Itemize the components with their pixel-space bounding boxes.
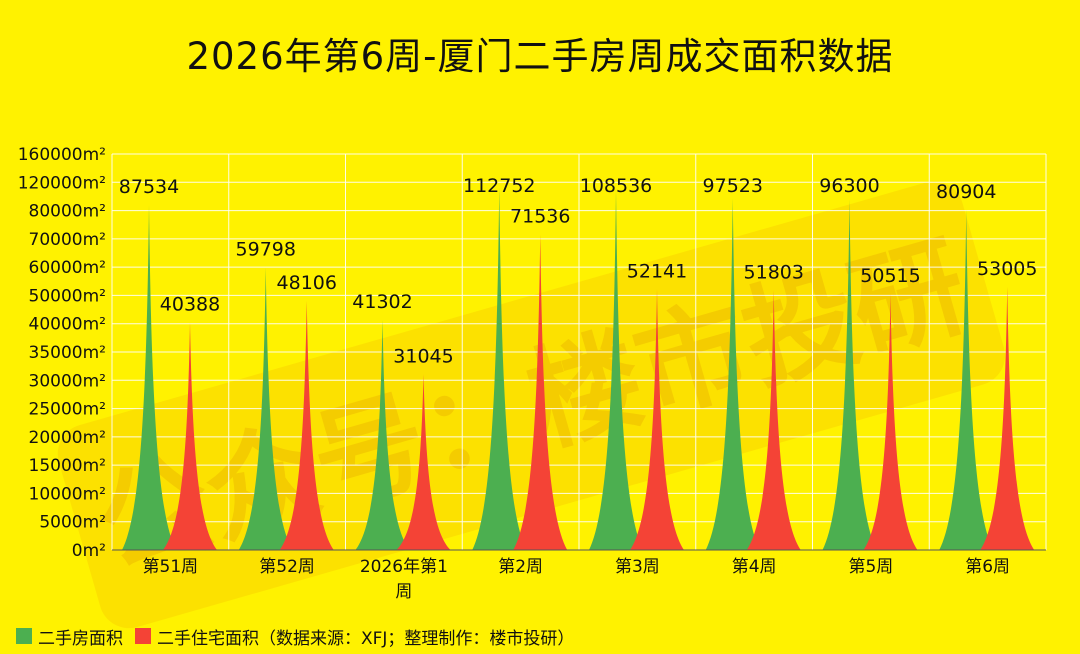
- data-label-series-2: 52141: [627, 260, 687, 282]
- legend-item-series-1: 二手房面积: [16, 624, 123, 649]
- spike-series-2: [279, 300, 334, 550]
- x-tick-label: 第3周: [615, 557, 660, 577]
- spike-series-1: [472, 187, 527, 551]
- data-label-series-1: 97523: [703, 175, 763, 197]
- data-label-series-1: 108536: [580, 175, 653, 197]
- y-tick-label: 0m²: [72, 541, 106, 561]
- spike-series-2: [746, 290, 801, 550]
- x-tick-label: 第52周: [259, 557, 315, 577]
- data-label-series-2: 51803: [744, 261, 804, 283]
- spike-series-1: [705, 198, 760, 550]
- x-tick-label-continued: 周: [395, 582, 412, 602]
- spike-series-2: [513, 234, 568, 550]
- y-tick-label: 120000m²: [18, 173, 106, 193]
- y-tick-label: 25000m²: [29, 400, 106, 420]
- data-label-series-2: 53005: [977, 258, 1037, 280]
- spike-series-2: [163, 322, 217, 550]
- spike-series-2: [630, 289, 684, 550]
- data-label-series-1: 96300: [819, 175, 879, 197]
- y-tick-label: 10000m²: [29, 484, 106, 504]
- y-tick-label: 80000m²: [29, 202, 106, 222]
- y-tick-label: 15000m²: [29, 456, 106, 476]
- y-tick-label: 5000m²: [39, 513, 106, 533]
- spike-series-2: [980, 286, 1035, 550]
- spike-series-1: [238, 267, 293, 550]
- legend: 二手房面积 二手住宅面积（数据来源：XFJ；整理制作：楼市投研）: [16, 624, 586, 649]
- x-tick-label: 第5周: [848, 557, 893, 577]
- legend-label-series-1: 二手房面积: [38, 628, 123, 649]
- legend-label-series-2: 二手住宅面积（数据来源：XFJ；整理制作：楼市投研）: [157, 628, 575, 649]
- y-tick-label: 70000m²: [29, 230, 106, 250]
- legend-swatch-series-2: [135, 628, 151, 644]
- spike-series-1: [355, 320, 410, 550]
- data-label-series-1: 59798: [236, 239, 296, 261]
- data-label-series-2: 50515: [860, 265, 920, 287]
- legend-item-series-2: 二手住宅面积（数据来源：XFJ；整理制作：楼市投研）: [135, 624, 574, 649]
- y-tick-label: 20000m²: [29, 428, 106, 448]
- x-tick-label: 第2周: [498, 557, 543, 577]
- spike-series-1: [122, 205, 176, 550]
- y-tick-label: 160000m²: [18, 145, 106, 165]
- y-tick-label: 30000m²: [29, 371, 106, 391]
- data-label-series-2: 48106: [277, 272, 337, 294]
- x-tick-label: 2026年第1: [360, 557, 448, 577]
- data-label-series-2: 40388: [160, 294, 220, 316]
- data-label-series-1: 112752: [463, 175, 536, 197]
- y-tick-label: 40000m²: [29, 315, 106, 335]
- data-label-series-1: 80904: [936, 181, 996, 203]
- chart-title: 2026年第6周-厦门二手房周成交面积数据: [186, 35, 894, 78]
- data-label-series-1: 87534: [119, 176, 179, 198]
- spike-series-1: [589, 190, 643, 550]
- x-tick-label: 第6周: [965, 557, 1010, 577]
- y-tick-label: 35000m²: [29, 343, 106, 363]
- data-label-series-1: 41302: [352, 291, 412, 313]
- y-tick-label: 60000m²: [29, 258, 106, 278]
- data-label-series-2: 71536: [510, 206, 570, 228]
- x-tick-label: 第51周: [143, 557, 199, 577]
- y-tick-label: 50000m²: [29, 286, 106, 306]
- spike-series-2: [396, 374, 451, 550]
- x-tick-label: 第4周: [732, 557, 777, 577]
- data-label-series-2: 31045: [393, 345, 453, 367]
- spike-series-1: [822, 199, 877, 551]
- spike-series-2: [863, 293, 918, 550]
- spike-series-1: [939, 209, 994, 550]
- legend-swatch-series-1: [16, 628, 32, 644]
